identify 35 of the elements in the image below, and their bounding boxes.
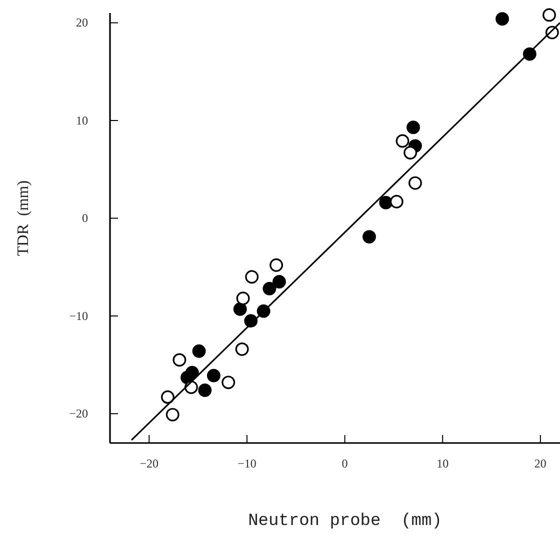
y-tick-label: 10	[76, 113, 88, 128]
x-tick-label: 20	[534, 456, 546, 471]
y-tick-label: −20	[69, 406, 88, 421]
y-tick-label: 20	[76, 16, 88, 30]
point	[198, 384, 212, 397]
point	[408, 176, 422, 190]
point	[236, 292, 250, 306]
point	[245, 270, 259, 284]
x-axis-title: Neutron probe (mm)	[248, 512, 442, 531]
point	[404, 146, 418, 160]
point	[396, 134, 410, 148]
point	[379, 196, 393, 210]
y-axis-title: TDR (mm)	[15, 180, 32, 256]
y-tick-label: 0	[82, 211, 88, 226]
x-tick-label: −10	[238, 456, 256, 471]
point	[222, 376, 236, 390]
point	[172, 353, 186, 367]
point	[233, 302, 247, 316]
point	[406, 120, 420, 134]
point	[235, 342, 249, 356]
x-tick-label: −20	[140, 456, 159, 471]
point	[262, 282, 276, 296]
point	[161, 390, 174, 404]
point	[272, 275, 286, 288]
point	[362, 230, 376, 244]
x-tick-label: 0	[342, 456, 348, 471]
point	[192, 344, 206, 358]
point	[206, 368, 220, 382]
point	[270, 258, 284, 272]
y-tick-label: −10	[69, 308, 88, 323]
x-tick-label: 10	[436, 456, 449, 471]
point	[390, 194, 404, 208]
point	[542, 8, 556, 22]
point	[496, 12, 509, 26]
point	[166, 408, 180, 422]
